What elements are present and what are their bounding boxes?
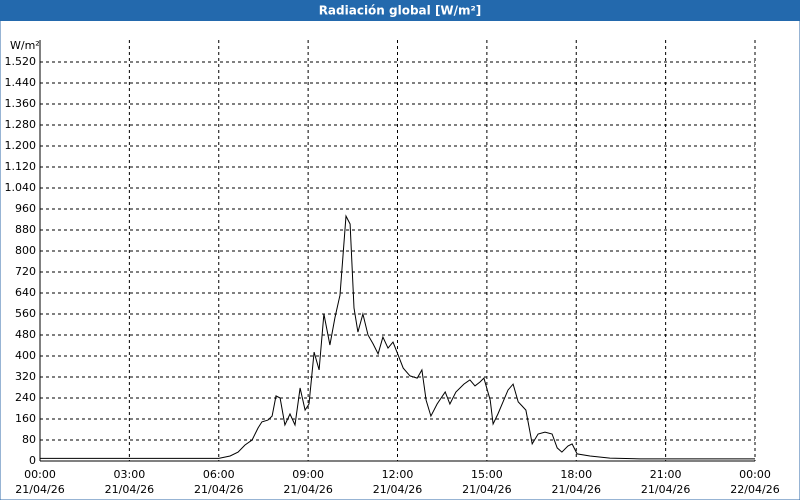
y-tick-label: 960 (15, 202, 36, 215)
y-tick-label: 800 (15, 244, 36, 257)
y-tick-label: 160 (15, 412, 36, 425)
x-tick-date: 22/04/26 (730, 483, 779, 496)
y-tick-label: 720 (15, 265, 36, 278)
y-tick-label: 1.440 (5, 76, 37, 89)
x-tick-time: 18:00 (560, 468, 592, 481)
y-tick-label: 400 (15, 349, 36, 362)
y-tick-label: 1.040 (5, 181, 37, 194)
x-tick-date: 21/04/26 (462, 483, 511, 496)
y-tick-label: 80 (22, 433, 36, 446)
x-tick-time: 00:00 (24, 468, 56, 481)
x-tick-time: 03:00 (114, 468, 146, 481)
x-tick-date: 21/04/26 (552, 483, 601, 496)
x-tick-time: 15:00 (471, 468, 503, 481)
x-tick-time: 06:00 (203, 468, 235, 481)
title-bar (0, 0, 800, 21)
x-tick-date: 21/04/26 (105, 483, 154, 496)
data-line (40, 214, 755, 460)
x-tick-date: 21/04/26 (15, 483, 64, 496)
y-tick-label: 1.280 (5, 118, 37, 131)
y-tick-label: 0 (29, 454, 36, 467)
y-tick-label: 240 (15, 391, 36, 404)
y-tick-label: 1.520 (5, 55, 37, 68)
x-tick-time: 21:00 (650, 468, 682, 481)
y-tick-label: 640 (15, 286, 36, 299)
y-tick-label: 560 (15, 307, 36, 320)
x-tick-date: 21/04/26 (283, 483, 332, 496)
x-tick-date: 21/04/26 (373, 483, 422, 496)
chart-title: Radiación global [W/m²] (319, 4, 482, 18)
y-tick-label: 320 (15, 370, 36, 383)
x-tick-date: 21/04/26 (641, 483, 690, 496)
x-tick-time: 00:00 (739, 468, 771, 481)
x-tick-time: 12:00 (382, 468, 414, 481)
y-tick-label: 1.360 (5, 97, 37, 110)
y-tick-label: 480 (15, 328, 36, 341)
y-unit: W/m² (10, 39, 40, 52)
y-tick-label: 1.200 (5, 139, 37, 152)
y-tick-label: 880 (15, 223, 36, 236)
x-tick-time: 09:00 (292, 468, 324, 481)
y-tick-label: 1.120 (5, 160, 37, 173)
x-tick-date: 21/04/26 (194, 483, 243, 496)
